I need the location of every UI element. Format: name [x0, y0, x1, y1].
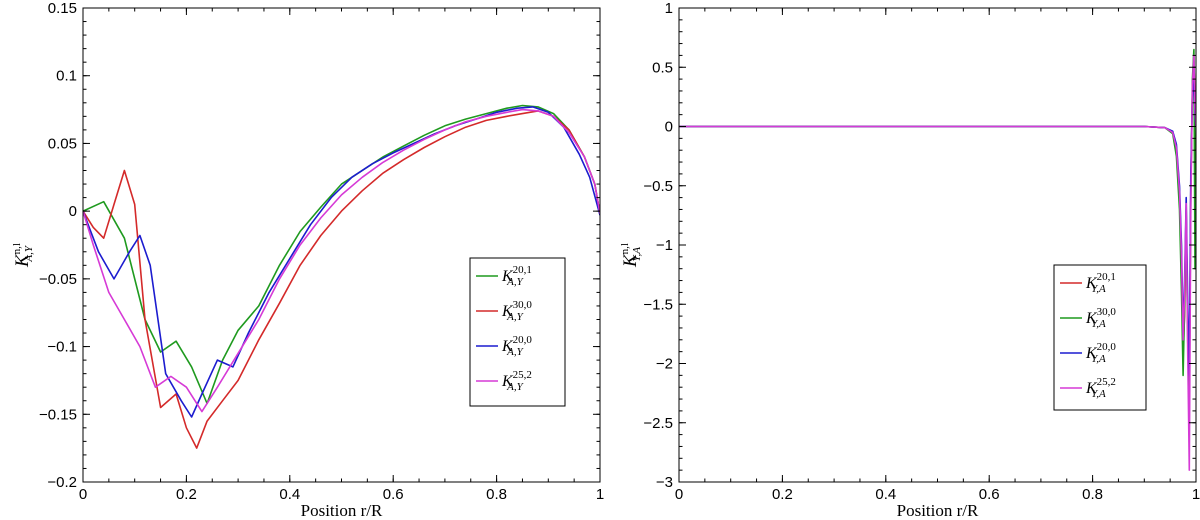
legend-label-3-sup: 20,0	[1097, 341, 1117, 353]
y-axis-label: Kn,lA,Y	[11, 243, 35, 268]
x-tick-label: 0.6	[383, 486, 404, 503]
legend-label-3-sub: Y,A	[1091, 353, 1106, 365]
plot-frame	[82, 7, 601, 483]
legend-label-2: K30,0 A,Y	[501, 299, 532, 323]
legend-label-2-sup: 30,0	[1097, 306, 1117, 318]
legend-label-4: K25,2 Y,A	[1085, 376, 1116, 400]
x-tick-label: 0	[675, 486, 683, 503]
x-axis-label: Position r/R	[897, 501, 979, 520]
y-tick-label: 0.05	[48, 135, 77, 152]
y-axis-label-base: K	[12, 253, 33, 268]
y-tick-label: −0.05	[39, 271, 77, 288]
y-axis-label-base: K	[620, 253, 641, 268]
y-axis-label-sub: Y,A	[631, 247, 643, 262]
chart-panel-1: 0 0.2 0.4 0.6 0.8 1 −0.2 −0.15 −0.1 −0.05 0 0.05 0.1…	[11, 0, 604, 520]
series-line-4	[83, 108, 600, 413]
y-tick-label: 0	[69, 203, 77, 220]
y-tick-label: −0.2	[47, 474, 77, 491]
legend-label-4-sub: A,Y	[506, 381, 524, 393]
legend-label-1: K20,1 Y,A	[1085, 271, 1116, 295]
legend-label-3-base: K	[1085, 345, 1098, 362]
legend-label-4: K25,2 A,Y	[501, 369, 532, 393]
legend-label-3: K20,0 A,Y	[501, 334, 532, 358]
series-line-3	[83, 106, 600, 418]
legend-label-1-base: K	[1085, 275, 1098, 292]
chart-panel-2: 0 0.2 0.4 0.6 0.8 1 −3 −2.5 −2 −1.5 −1 −0.5 0 0.5 1 Pos…	[619, 0, 1200, 520]
legend-label-4-sub: Y,A	[1091, 388, 1106, 400]
x-tick-label: 0.6	[979, 486, 1000, 503]
y-tick-label: −2	[656, 356, 673, 373]
legend-label-2-base: K	[1085, 310, 1098, 327]
y-tick-label: −0.5	[643, 178, 673, 195]
legend-label-3-base: K	[501, 338, 514, 355]
legend-label-4-sup: 25,2	[1097, 376, 1116, 388]
x-tick-label: 0.8	[1082, 486, 1103, 503]
legend-label-1-sup: 20,1	[513, 264, 532, 276]
y-tick-label: −1.5	[643, 296, 673, 313]
y-axis-label: Kn,lY,A	[619, 243, 643, 268]
series-group	[83, 104, 600, 449]
y-tick-label: 0.5	[652, 59, 673, 76]
legend-label-2-sub: A,Y	[506, 311, 524, 323]
x-tick-label: 0.8	[486, 486, 507, 503]
legend-label-1-sub: Y,A	[1091, 283, 1106, 295]
legend-label-3-sub: A,Y	[506, 346, 524, 358]
series-group	[679, 48, 1196, 471]
x-tick-label: 0.4	[875, 486, 896, 503]
legend-label-2-base: K	[501, 303, 514, 320]
legend-label-4-base: K	[501, 373, 514, 390]
plot-frame	[678, 7, 1197, 483]
legend-label-4-base: K	[1085, 380, 1098, 397]
x-tick-label: 0.4	[279, 486, 300, 503]
legend-label-3: K20,0 Y,A	[1085, 341, 1116, 365]
y-tick-label: −3	[656, 474, 673, 491]
x-tick-label: 0.2	[176, 486, 197, 503]
legend-label-2: K30,0 Y,A	[1085, 306, 1116, 330]
y-tick-label: 0.15	[48, 0, 77, 17]
y-tick-label: 0.1	[56, 68, 77, 85]
legend-label-2-sup: 30,0	[513, 299, 533, 311]
legend-box	[1053, 264, 1147, 411]
series-line-4	[679, 54, 1196, 471]
legend-label-1-sub: A,Y	[506, 276, 524, 288]
x-tick-label: 1	[596, 486, 604, 503]
y-tick-label: −0.1	[47, 339, 77, 356]
legend-label-1-base: K	[501, 268, 514, 285]
legend-label-1-sup: 20,1	[1097, 271, 1116, 283]
y-tick-label: −2.5	[643, 415, 673, 432]
x-axis-label: Position r/R	[301, 501, 383, 520]
x-tick-label: 0.2	[772, 486, 793, 503]
legend-label-3-sup: 20,0	[513, 334, 533, 346]
x-tick-label: 0	[79, 486, 87, 503]
legend-label-4-sup: 25,2	[513, 369, 532, 381]
legend-label-2-sub: Y,A	[1091, 318, 1106, 330]
y-tick-label: 0	[665, 119, 673, 136]
y-axis-label-sup: n,l	[619, 243, 631, 254]
y-tick-label: −0.15	[39, 406, 77, 423]
y-axis-label-sup: n,l	[11, 243, 23, 254]
series-line-2	[83, 110, 600, 449]
legend-label-1: K20,1 A,Y	[501, 264, 532, 288]
y-tick-label: 1	[665, 0, 673, 17]
x-tick-label: 1	[1192, 486, 1200, 503]
y-tick-label: −1	[656, 237, 673, 254]
y-axis-label-sub: A,Y	[23, 244, 35, 262]
